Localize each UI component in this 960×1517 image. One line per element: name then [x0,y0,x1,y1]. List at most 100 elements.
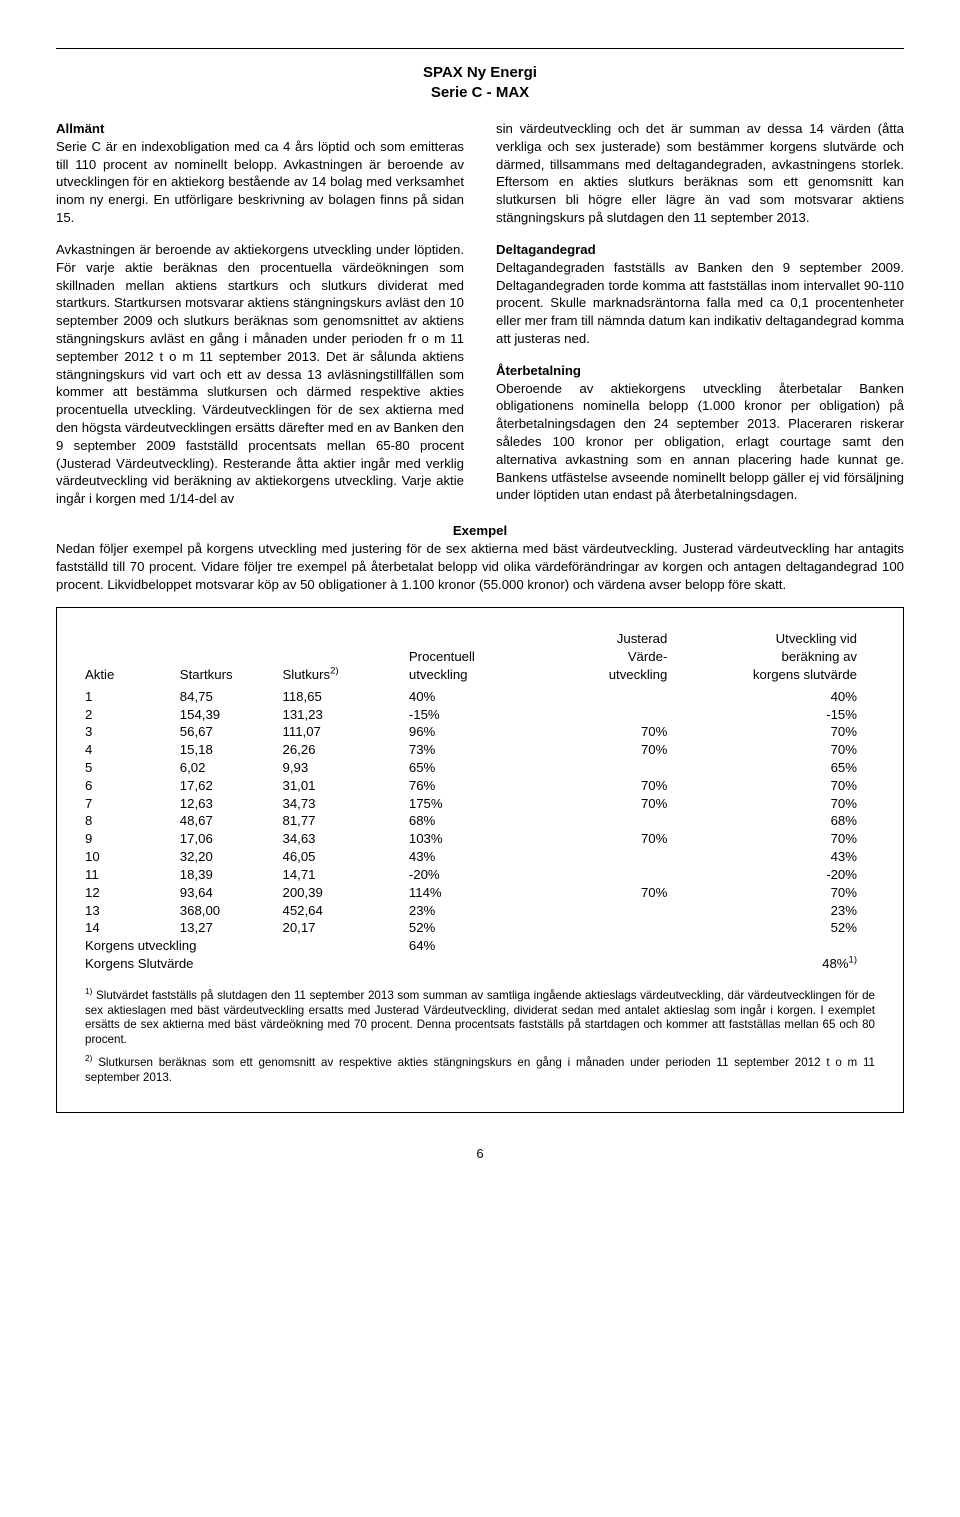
table-row: 2154,39131,23-15%-15% [85,706,875,724]
cell-procentuell: 96% [409,723,551,741]
cell-aktie: 13 [85,902,180,920]
cell-procentuell: 65% [409,759,551,777]
table-header-row: Aktie Startkurs Slutkurs2) Procentuellut… [85,630,875,687]
cell-aktie: 1 [85,688,180,706]
cell-slutkurs: 34,73 [282,795,408,813]
th-utveckling: Utveckling vidberäkning avkorgens slutvä… [685,630,875,687]
right-column: sin värdeutveckling och det är summan av… [496,120,904,508]
cell-startkurs: 84,75 [180,688,283,706]
cell-slutkurs: 31,01 [282,777,408,795]
summary-val-2: 48%1) [685,955,875,973]
cell-justerad [551,688,685,706]
cell-justerad [551,919,685,937]
cell-startkurs: 48,67 [180,812,283,830]
cell-justerad [551,902,685,920]
cell-startkurs: 56,67 [180,723,283,741]
summary-row-1: Korgens utveckling 64% [85,937,875,955]
cell-justerad [551,848,685,866]
cell-utveckling: 70% [685,723,875,741]
cell-startkurs: 93,64 [180,884,283,902]
cell-slutkurs: 111,07 [282,723,408,741]
cell-startkurs: 17,62 [180,777,283,795]
cell-utveckling: 40% [685,688,875,706]
left-column: Allmänt Serie C är en indexobligation me… [56,120,464,508]
cell-aktie: 6 [85,777,180,795]
table-row: 1413,2720,1752%52% [85,919,875,937]
cell-startkurs: 32,20 [180,848,283,866]
cell-justerad [551,706,685,724]
cell-aktie: 7 [85,795,180,813]
cell-startkurs: 12,63 [180,795,283,813]
cell-utveckling: 65% [685,759,875,777]
heading-deltagandegrad: Deltagandegrad [496,242,596,257]
cell-aktie: 8 [85,812,180,830]
cell-utveckling: 70% [685,884,875,902]
cell-justerad [551,866,685,884]
right-para-3: Oberoende av aktiekorgens utveckling åte… [496,381,904,503]
cell-utveckling: 23% [685,902,875,920]
cell-aktie: 14 [85,919,180,937]
table-row: 617,6231,0176%70%70% [85,777,875,795]
summary-val-1: 64% [409,937,551,955]
cell-procentuell: 68% [409,812,551,830]
cell-aktie: 4 [85,741,180,759]
table-row: 1032,2046,0543%43% [85,848,875,866]
cell-justerad [551,759,685,777]
cell-slutkurs: 26,26 [282,741,408,759]
cell-aktie: 5 [85,759,180,777]
footnote-2: 2) Slutkursen beräknas som ett genomsnit… [85,1056,875,1086]
cell-utveckling: -15% [685,706,875,724]
cell-slutkurs: 34,63 [282,830,408,848]
example-table: Aktie Startkurs Slutkurs2) Procentuellut… [85,630,875,972]
table-row: 1293,64200,39114%70%70% [85,884,875,902]
table-row: 56,029,9365%65% [85,759,875,777]
cell-slutkurs: 46,05 [282,848,408,866]
exempel-intro: Nedan följer exempel på korgens utveckli… [56,540,904,593]
cell-utveckling: 70% [685,795,875,813]
cell-justerad [551,812,685,830]
cell-aktie: 2 [85,706,180,724]
right-para-2: Deltagandegraden fastställs av Banken de… [496,260,904,346]
cell-utveckling: 52% [685,919,875,937]
table-row: 356,67111,0796%70%70% [85,723,875,741]
right-para-1: sin värdeutveckling och det är summan av… [496,120,904,227]
cell-slutkurs: 452,64 [282,902,408,920]
two-column-body: Allmänt Serie C är en indexobligation me… [56,120,904,508]
cell-slutkurs: 81,77 [282,812,408,830]
cell-slutkurs: 9,93 [282,759,408,777]
cell-utveckling: 70% [685,830,875,848]
left-para-2: Avkastningen är beroende av aktiekorgens… [56,241,464,508]
summary-label-2: Korgens Slutvärde [85,955,409,973]
th-startkurs: Startkurs [180,630,283,687]
page-number: 6 [56,1145,904,1163]
summary-label-1: Korgens utveckling [85,937,409,955]
cell-startkurs: 368,00 [180,902,283,920]
table-row: 712,6334,73175%70%70% [85,795,875,813]
left-para-1: Serie C är en indexobligation med ca 4 å… [56,139,464,225]
cell-slutkurs: 200,39 [282,884,408,902]
cell-utveckling: -20% [685,866,875,884]
cell-utveckling: 70% [685,741,875,759]
cell-slutkurs: 118,65 [282,688,408,706]
th-procentuell: Procentuellutveckling [409,630,551,687]
cell-aktie: 9 [85,830,180,848]
table-row: 848,6781,7768%68% [85,812,875,830]
cell-procentuell: 103% [409,830,551,848]
cell-procentuell: 23% [409,902,551,920]
cell-aktie: 10 [85,848,180,866]
cell-procentuell: 114% [409,884,551,902]
cell-procentuell: 175% [409,795,551,813]
cell-procentuell: 43% [409,848,551,866]
th-justerad: JusteradVärde-utveckling [551,630,685,687]
cell-startkurs: 18,39 [180,866,283,884]
document-title: SPAX Ny Energi Serie C - MAX [56,63,904,102]
top-rule [56,48,904,49]
cell-aktie: 12 [85,884,180,902]
cell-justerad: 70% [551,830,685,848]
cell-justerad: 70% [551,795,685,813]
cell-justerad: 70% [551,777,685,795]
cell-justerad: 70% [551,741,685,759]
cell-procentuell: 52% [409,919,551,937]
cell-startkurs: 154,39 [180,706,283,724]
footnotes: 1) Slutvärdet fastställs på slutdagen de… [85,989,875,1086]
